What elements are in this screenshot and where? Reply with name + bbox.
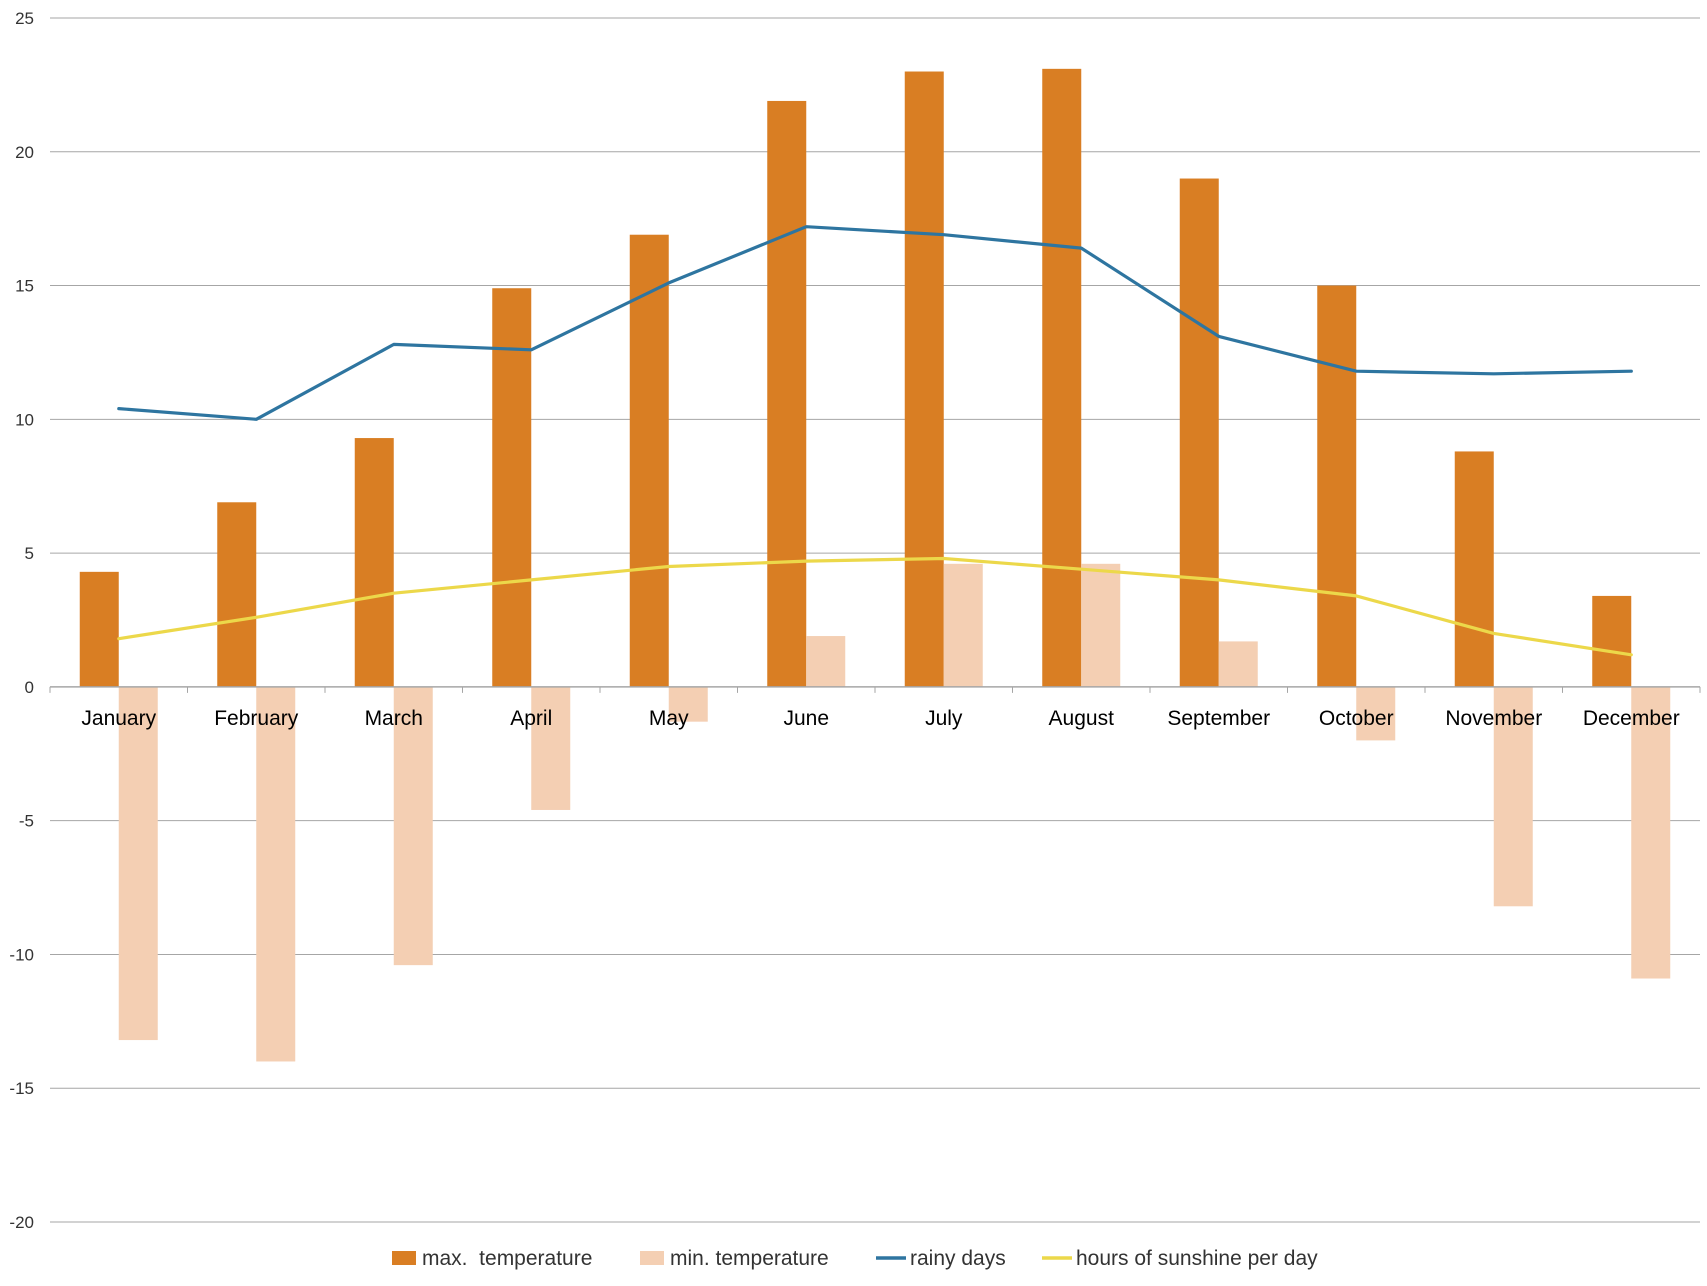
min-temperature-bar [256,686,296,1062]
x-axis [49,686,1701,693]
y-tick-label: 20 [15,143,34,162]
max-temperature-bar [492,288,532,687]
x-category-label: June [783,707,829,730]
y-tick-label: -10 [9,945,34,964]
min-temperature-bar [393,686,433,966]
min-temperature-bar [1218,641,1258,687]
legend-label: hours of sunshine per day [1076,1247,1318,1270]
min-temperature-bar [531,686,571,810]
y-axis-tick-labels: -20 -15 -10 -5 0 5 10 15 20 25 [9,9,34,1232]
max-temperature-bar [217,502,257,687]
x-category-label: September [1167,707,1270,730]
max-temperature-bar [629,234,669,687]
y-tick-label: 0 [25,678,34,697]
gridlines [50,17,1700,1223]
legend-swatch [640,1251,664,1265]
max-temperature-bar [1179,178,1219,687]
legend: max. temperature min. temperature rainy da… [392,1247,1318,1270]
x-category-label: December [1583,707,1680,730]
max-temperature-bar [354,438,394,687]
min-temperature-bar [1081,563,1121,687]
x-category-label: February [214,707,299,730]
rainy-days-line [117,225,1633,421]
min-temperature-bar [1631,686,1671,979]
x-category-label: November [1445,707,1542,730]
y-tick-label: 15 [15,277,34,296]
min-temperature-bar [1356,686,1396,741]
max-temperature-bar [767,100,807,687]
sunshine-hours-line [117,556,1633,657]
legend-item: hours of sunshine per day [1042,1247,1318,1270]
max-temperature-bar [1042,68,1082,687]
lines [117,225,1633,657]
y-tick-label: -15 [9,1079,34,1098]
y-tick-label: 25 [15,9,34,28]
x-category-label: July [925,707,963,730]
legend-item: min. temperature [640,1247,829,1270]
y-tick-label: -5 [19,812,34,831]
min-temperature-bar [943,563,983,687]
x-category-label: April [510,707,552,730]
x-axis-category-labels: January February March April May June July Augu… [81,707,1679,730]
x-category-label: May [649,707,689,730]
bars [79,68,1671,1062]
y-tick-label: 5 [25,544,34,563]
min-temperature-bar [668,686,708,722]
legend-swatch [392,1251,416,1265]
max-temperature-bar [1454,451,1494,687]
legend-label: min. temperature [670,1247,829,1270]
max-temperature-bar [1317,285,1357,687]
max-temperature-bar [904,71,944,687]
legend-item: rainy days [876,1247,1006,1270]
x-category-label: August [1049,707,1115,730]
legend-label: rainy days [910,1247,1006,1270]
y-tick-label: -20 [9,1213,34,1232]
x-category-label: March [365,707,423,730]
min-temperature-bar [1493,686,1533,907]
x-category-label: October [1319,707,1394,730]
max-temperature-bar [1592,595,1632,687]
min-temperature-bar [806,636,846,687]
y-tick-label: 10 [15,410,34,429]
legend-item: max. temperature [392,1247,592,1270]
x-category-label: January [81,707,156,730]
legend-label: max. temperature [422,1247,592,1270]
max-temperature-bar [79,571,119,687]
min-temperature-bar [118,686,158,1041]
